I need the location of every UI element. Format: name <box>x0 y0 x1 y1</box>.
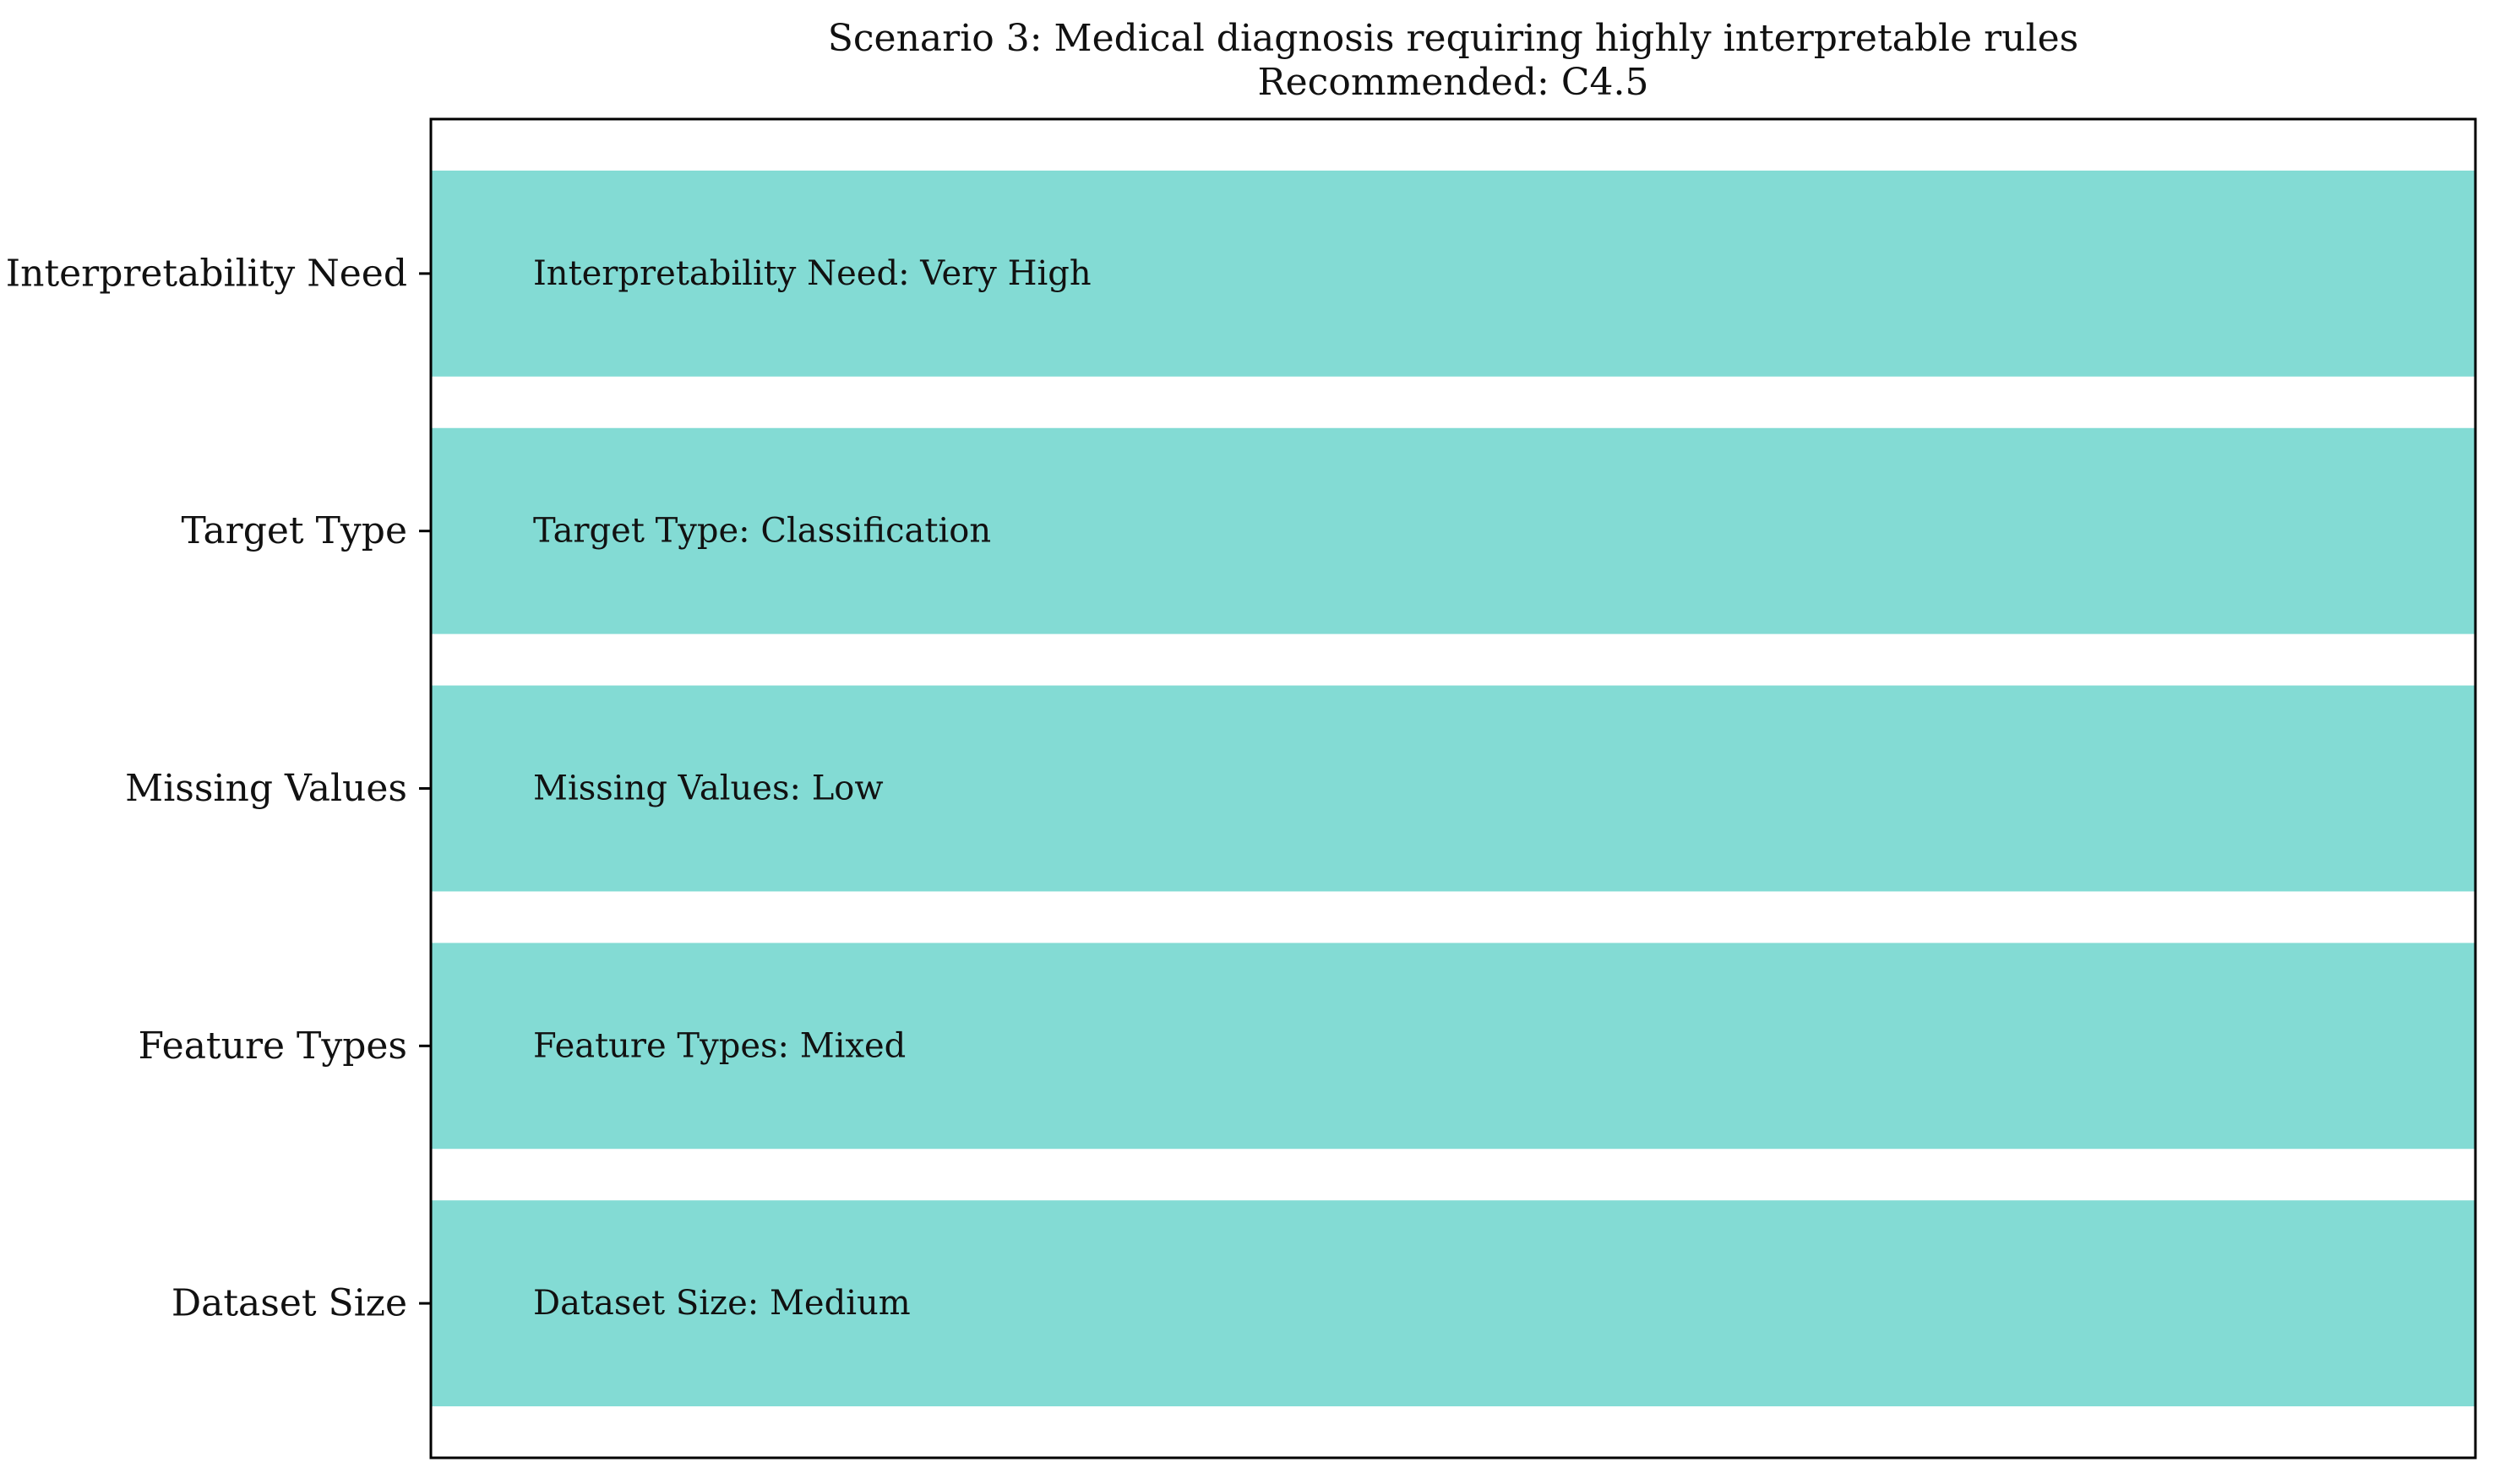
title-line-2: Recommended: C4.5 <box>1258 61 1649 104</box>
bar-feature-types <box>431 943 2475 1150</box>
bar-dataset-size <box>431 1200 2475 1407</box>
bar-missing-values <box>431 685 2475 892</box>
y-tick-label: Target Type <box>182 509 407 552</box>
bar-label: Dataset Size: Medium <box>533 1284 911 1323</box>
bar-label: Target Type: Classification <box>533 512 991 551</box>
bar-label: Missing Values: Low <box>533 769 884 808</box>
plot-frame <box>429 117 2477 1460</box>
y-tick-label: Feature Types <box>139 1025 407 1068</box>
bar-label: Feature Types: Mixed <box>533 1026 906 1065</box>
y-axis: Dataset Size Feature Types Missing Values T… <box>6 252 431 1325</box>
title-line-1: Scenario 3: Medical diagnosis requiring … <box>828 17 2078 60</box>
bar-labels-group: Dataset Size: Medium Feature Types: Mixed… <box>533 254 1092 1323</box>
y-tick-label: Interpretability Need <box>6 252 407 295</box>
chart-title: Scenario 3: Medical diagnosis requiring … <box>828 17 2078 104</box>
bar-target-type <box>431 427 2475 634</box>
bar-interpretability-need <box>431 170 2475 377</box>
y-tick-label: Dataset Size <box>172 1282 407 1325</box>
bar-label: Interpretability Need: Very High <box>533 254 1092 293</box>
bars-group <box>431 170 2475 1407</box>
y-tick-label: Missing Values <box>125 767 407 810</box>
